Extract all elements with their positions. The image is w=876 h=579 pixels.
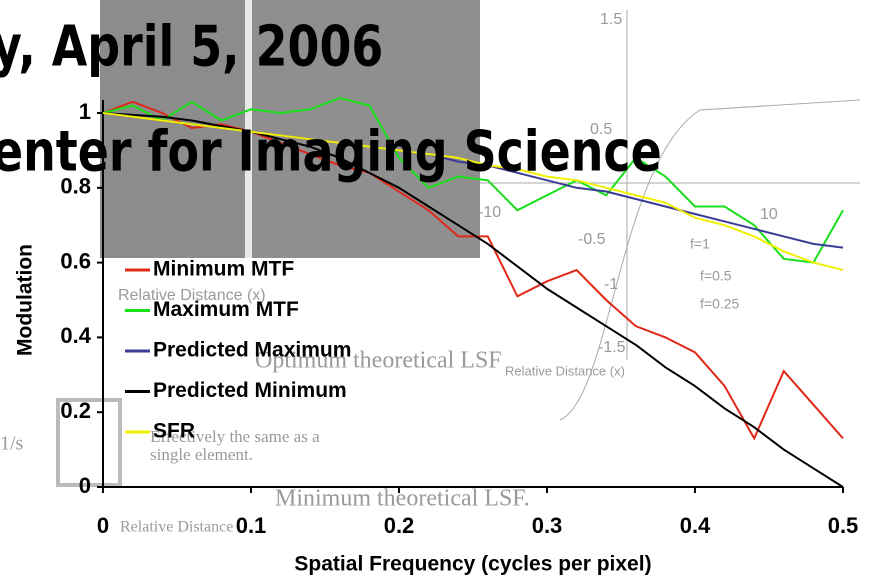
background-label: -0.5 [578, 231, 606, 248]
background-label: -10 [478, 204, 501, 221]
x-tick-label: 0.3 [532, 513, 563, 538]
x-tick-label: 0 [97, 513, 109, 538]
bg-axes [480, 10, 860, 360]
background-label: f=1 [690, 236, 710, 252]
header-line: y, April 5, 2006 [0, 14, 383, 80]
page: 1.5 0.5 -0.5 -1 -1.5 10 -10 f=1 f=0.5 f=0.25 Relat… [0, 0, 876, 579]
background-label: f=0.5 [700, 268, 732, 284]
background-label: single element. [150, 445, 253, 464]
y-tick-label: 0.2 [60, 398, 91, 423]
header-line: enter for Imaging Science [0, 119, 662, 185]
legend-label: Predicted Minimum [153, 379, 347, 402]
legend-label: SFR [153, 420, 195, 443]
y-tick-label: 0.6 [60, 248, 91, 273]
x-tick-label: 0.4 [680, 513, 711, 538]
background-label: 1/s [0, 433, 24, 455]
background-label: Minimum theoretical LSF. [275, 486, 530, 512]
x-tick-label: 0.2 [384, 513, 415, 538]
legend-label: Predicted Maximum [153, 339, 351, 362]
legend-label: Minimum MTF [153, 258, 294, 281]
background-label: -1 [604, 276, 618, 293]
y-tick-label: 0.4 [60, 323, 91, 348]
x-tick-label: 0.1 [236, 513, 267, 538]
background-label: Relative Distance [120, 519, 233, 536]
background-label: 10 [760, 206, 778, 223]
y-axis-title: Modulation [14, 244, 37, 356]
y-tick-label: 0 [79, 473, 91, 498]
background-label: Relative Distance (x) [505, 363, 625, 378]
x-tick-label: 0.5 [828, 513, 859, 538]
background-label: f=0.25 [700, 296, 740, 312]
x-axis-title: Spatial Frequency (cycles per pixel) [294, 553, 651, 576]
background-label: 1.5 [600, 11, 622, 28]
legend-label: Maximum MTF [153, 298, 299, 321]
background-label: -1.5 [598, 339, 626, 356]
